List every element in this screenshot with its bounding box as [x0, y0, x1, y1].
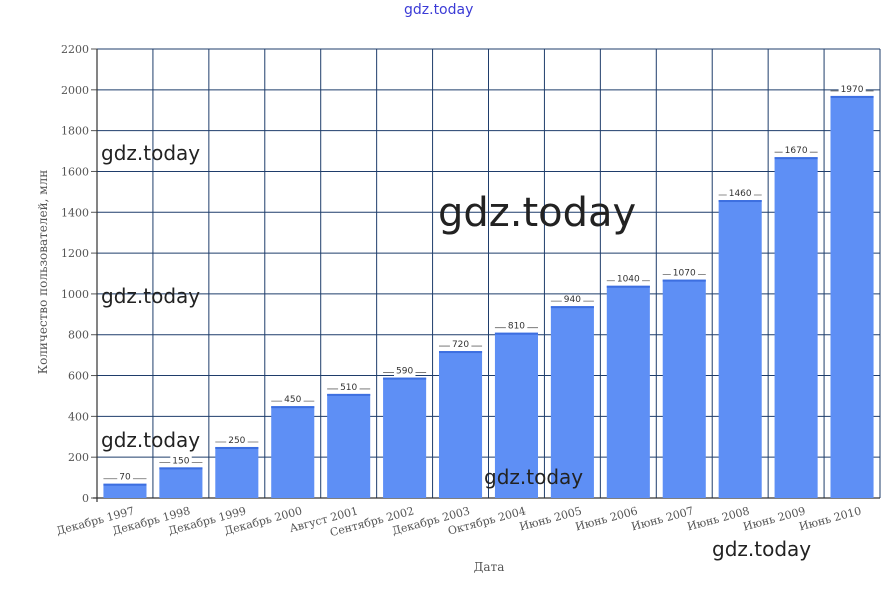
bar: [327, 393, 371, 498]
y-tick-label: 2000: [61, 84, 89, 97]
data-label: 810: [508, 322, 525, 332]
bar-top-edge: [327, 393, 371, 396]
watermark-bottom-right: gdz.today: [712, 537, 812, 561]
data-label-bg: [226, 435, 248, 446]
bar-top-edge: [830, 95, 874, 98]
watermark-left-1: gdz.today: [101, 141, 201, 165]
data-label: 1040: [617, 275, 640, 285]
data-label: 70: [119, 473, 131, 483]
bar: [159, 467, 203, 498]
data-label-bg: [449, 340, 472, 351]
data-label-bg: [561, 295, 584, 306]
y-tick-label: 800: [68, 329, 89, 342]
bar-top-edge: [215, 446, 259, 449]
y-axis-label: Количество пользователей, млн: [36, 170, 50, 374]
bar-top-edge: [606, 285, 650, 288]
bar-top-edge: [103, 483, 147, 486]
y-tick-label: 1000: [61, 288, 89, 301]
bar: [215, 446, 259, 498]
watermark-center: gdz.today: [438, 190, 637, 236]
y-tick-label: 1600: [61, 165, 89, 178]
bar: [103, 483, 147, 498]
bar-top-edge: [383, 377, 427, 380]
bar-top-edge: [662, 279, 706, 282]
data-label: 450: [284, 395, 301, 405]
bar-top-edge: [550, 306, 594, 309]
data-label-bg: [338, 382, 360, 393]
bar-top-edge: [439, 351, 483, 354]
watermark-left-2: gdz.today: [101, 284, 201, 308]
data-label: 720: [452, 340, 469, 350]
y-tick-label: 1800: [61, 125, 89, 138]
y-tick-label: 0: [82, 492, 89, 505]
bar-top-edge: [774, 157, 818, 160]
x-axis-label: Дата: [474, 560, 505, 574]
bar: [606, 285, 650, 498]
bar: [662, 279, 706, 498]
bar: [271, 406, 315, 498]
data-label-bg: [394, 366, 416, 377]
bar: [550, 306, 594, 498]
x-tick-label: Июнь 2005: [518, 504, 583, 533]
data-label-bg: [117, 472, 133, 483]
data-label-bg: [170, 456, 192, 467]
bar: [774, 157, 818, 498]
watermark-bottom-center: gdz.today: [484, 465, 584, 489]
data-labels: 70 150 250 450 510 590 720 810 940 1040 1070 1460 16…: [103, 84, 874, 483]
data-label-bg: [505, 321, 528, 332]
bar-top-edge: [718, 200, 762, 203]
x-tick-label: Июнь 2008: [686, 504, 751, 533]
x-tick-label: Июнь 2009: [742, 504, 807, 533]
y-tick-label: 400: [68, 410, 89, 423]
bar: [494, 332, 538, 498]
x-tick-label: Июнь 2010: [798, 504, 863, 533]
data-label-bg: [670, 268, 698, 279]
data-label: 250: [228, 436, 245, 446]
y-tick-label: 2200: [61, 43, 89, 56]
watermark-top: gdz.today: [404, 2, 474, 18]
bar-top-edge: [271, 406, 315, 409]
y-tick-labels: 0 200 400 600 800 1000 1200 1400 1600 1800 2000 220…: [61, 43, 89, 505]
bar-top-edge: [159, 467, 203, 470]
data-label-bg: [282, 395, 304, 406]
watermark-left-3: gdz.today: [101, 428, 201, 452]
y-tick-label: 600: [68, 370, 89, 383]
bar-top-edge: [494, 332, 538, 335]
y-tick-label: 200: [68, 451, 89, 464]
bar: [718, 200, 762, 498]
data-label: 510: [340, 383, 357, 393]
data-label: 1970: [841, 85, 864, 95]
data-label-bg: [782, 146, 810, 157]
data-label: 1070: [673, 269, 696, 279]
bar: [830, 95, 874, 498]
y-tick-label: 1400: [61, 206, 89, 219]
data-label: 1460: [729, 189, 752, 199]
data-label: 1670: [785, 146, 808, 156]
data-label-bg: [726, 189, 754, 200]
data-label: 940: [564, 295, 581, 305]
bar: [383, 377, 427, 498]
bars-group: [103, 95, 874, 498]
data-label: 590: [396, 367, 413, 377]
data-label: 150: [172, 456, 189, 466]
y-tick-label: 1200: [61, 247, 89, 260]
data-label-bg: [614, 274, 643, 285]
x-tick-label: Июнь 2007: [630, 504, 695, 533]
bar: [439, 351, 483, 498]
data-label-bg: [838, 84, 866, 95]
x-tick-label: Июнь 2006: [574, 504, 639, 533]
